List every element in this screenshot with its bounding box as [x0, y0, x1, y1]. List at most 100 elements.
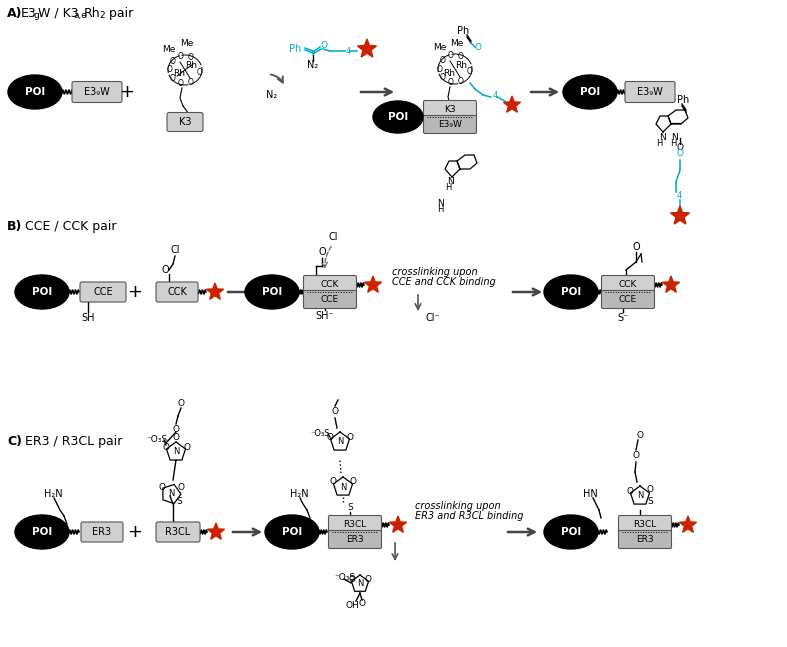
Text: N: N [448, 177, 454, 186]
Polygon shape [208, 523, 224, 540]
Text: O: O [183, 443, 190, 452]
Ellipse shape [15, 275, 69, 309]
FancyBboxPatch shape [81, 522, 123, 542]
Text: E3₉W: E3₉W [637, 87, 663, 97]
FancyBboxPatch shape [328, 531, 382, 549]
Text: CCE: CCE [321, 295, 339, 304]
Text: O: O [437, 65, 443, 74]
FancyBboxPatch shape [601, 291, 655, 309]
Text: W / K3: W / K3 [38, 7, 79, 20]
Text: K3: K3 [179, 117, 191, 127]
Text: O: O [167, 65, 172, 74]
Text: O: O [626, 487, 634, 496]
Text: O: O [457, 77, 464, 86]
Text: ⁻O₃S: ⁻O₃S [146, 435, 168, 444]
Text: O: O [178, 52, 183, 61]
Text: O: O [187, 52, 194, 61]
Text: CCE: CCE [93, 287, 113, 297]
Ellipse shape [245, 275, 299, 309]
Text: O: O [440, 56, 445, 65]
Text: POI: POI [25, 87, 45, 97]
Text: HN: HN [583, 489, 598, 499]
FancyBboxPatch shape [423, 116, 476, 133]
Polygon shape [504, 96, 520, 113]
Text: B): B) [7, 220, 22, 233]
Text: pair: pair [105, 7, 133, 20]
Text: g: g [34, 11, 40, 20]
Text: O: O [440, 73, 445, 82]
Text: N: N [637, 492, 643, 501]
Text: O: O [677, 144, 683, 153]
Text: N: N [168, 490, 174, 498]
Text: K3: K3 [444, 105, 456, 114]
Text: E3: E3 [21, 7, 37, 20]
Text: O: O [448, 78, 453, 87]
Text: Cl⁻: Cl⁻ [426, 313, 441, 323]
Text: CCK: CCK [321, 280, 339, 289]
Text: +: + [127, 283, 142, 301]
FancyBboxPatch shape [625, 82, 675, 102]
FancyBboxPatch shape [156, 522, 200, 542]
Text: O: O [467, 67, 473, 76]
Ellipse shape [15, 515, 69, 549]
Text: O: O [346, 432, 353, 441]
Text: O: O [178, 80, 183, 89]
Text: +: + [120, 83, 135, 101]
Text: N: N [337, 437, 343, 446]
Text: O: O [633, 452, 640, 461]
Text: Cl: Cl [328, 232, 338, 242]
Text: O: O [327, 432, 334, 441]
Text: O: O [637, 432, 644, 441]
Text: POI: POI [561, 527, 581, 537]
Text: CCK: CCK [619, 280, 637, 289]
Text: Ph: Ph [289, 44, 301, 54]
Text: N: N [357, 580, 363, 589]
Ellipse shape [265, 515, 319, 549]
Text: ER3: ER3 [636, 535, 654, 544]
Text: POI: POI [580, 87, 600, 97]
Text: O: O [178, 399, 184, 408]
Ellipse shape [563, 75, 617, 109]
Text: N: N [659, 133, 665, 142]
Text: O: O [197, 68, 203, 77]
Text: H: H [670, 138, 676, 148]
Text: R3CL: R3CL [634, 520, 656, 529]
Text: Cl: Cl [170, 245, 179, 255]
FancyBboxPatch shape [304, 291, 357, 309]
Text: 4: 4 [345, 47, 351, 56]
Text: ⁻O₃S: ⁻O₃S [334, 573, 356, 582]
Text: POI: POI [388, 112, 408, 122]
Text: O: O [162, 443, 169, 452]
FancyBboxPatch shape [72, 82, 122, 102]
Text: CCE and CCK binding: CCE and CCK binding [392, 277, 496, 287]
FancyBboxPatch shape [304, 276, 357, 294]
Ellipse shape [544, 275, 598, 309]
Polygon shape [206, 283, 224, 300]
Text: ER3 / R3CL pair: ER3 / R3CL pair [21, 435, 122, 448]
Text: H₂N: H₂N [290, 489, 309, 499]
Text: Me: Me [434, 43, 447, 52]
Text: O: O [178, 483, 184, 492]
Text: H₂N: H₂N [44, 489, 63, 499]
Text: 2: 2 [99, 11, 105, 20]
Text: Me: Me [180, 39, 194, 49]
Polygon shape [364, 276, 382, 292]
Text: Rh: Rh [173, 69, 185, 78]
Text: Me: Me [450, 39, 464, 47]
Text: O: O [320, 41, 327, 50]
Text: R3CL: R3CL [343, 520, 367, 529]
FancyBboxPatch shape [619, 516, 671, 534]
Text: ER3: ER3 [92, 527, 112, 537]
Text: O: O [158, 483, 165, 492]
Text: S⁻: S⁻ [617, 313, 629, 323]
Text: Rh: Rh [84, 7, 101, 20]
Text: N: N [340, 483, 346, 492]
Text: +: + [127, 523, 142, 541]
Ellipse shape [8, 75, 62, 109]
Text: crosslinking upon: crosslinking upon [392, 267, 478, 277]
Text: O: O [187, 78, 194, 87]
FancyBboxPatch shape [156, 282, 198, 302]
Text: O: O [349, 575, 356, 584]
Text: Me: Me [162, 45, 176, 54]
Text: O: O [172, 424, 179, 433]
